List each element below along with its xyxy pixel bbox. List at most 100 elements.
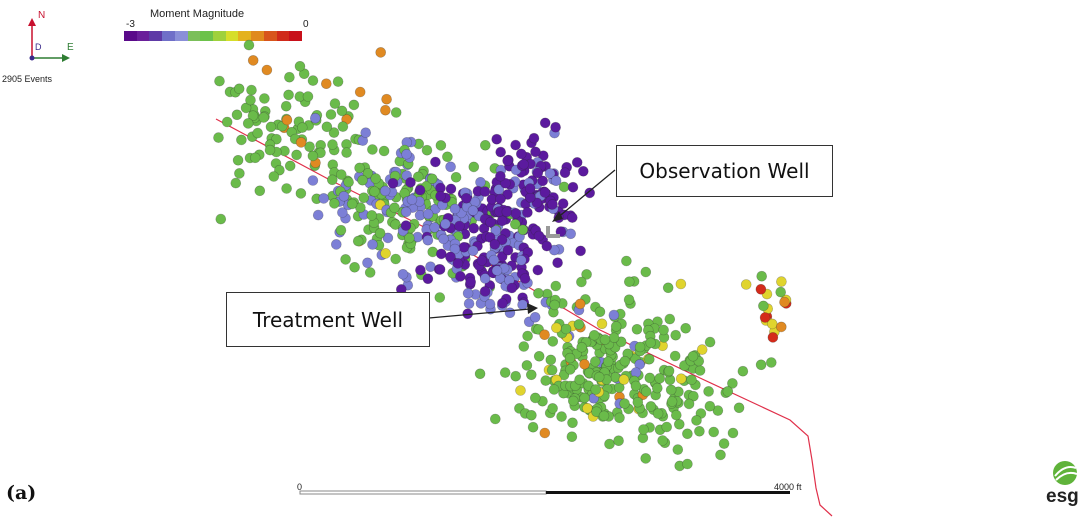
color-scale-swatch <box>225 31 239 41</box>
event-point <box>304 141 315 152</box>
event-point <box>427 246 439 258</box>
event-point <box>510 139 521 151</box>
event-point <box>479 273 491 284</box>
color-scale-swatch <box>251 31 264 41</box>
event-point <box>284 71 295 83</box>
event-point <box>599 334 611 345</box>
event-point <box>325 109 337 120</box>
event-point <box>618 374 630 385</box>
event-point <box>281 183 292 194</box>
event-point <box>540 375 552 386</box>
event-point <box>502 155 513 166</box>
event-point <box>688 390 699 402</box>
event-point <box>366 210 378 221</box>
event-point <box>259 93 270 104</box>
event-point <box>541 240 553 252</box>
event-point <box>634 341 646 353</box>
event-point <box>675 373 687 385</box>
event-point <box>445 251 456 263</box>
event-point <box>502 244 514 256</box>
event-point <box>551 322 562 334</box>
event-point <box>522 330 533 342</box>
event-point <box>307 75 319 86</box>
event-point <box>658 324 669 336</box>
color-scale-swatch <box>238 31 252 41</box>
event-point <box>670 409 682 421</box>
event-point <box>727 378 738 389</box>
event-point <box>666 396 678 407</box>
treatment-arrow <box>428 303 538 319</box>
event-point <box>529 311 541 323</box>
event-point <box>560 323 572 335</box>
event-point <box>527 421 539 433</box>
event-point <box>604 438 615 450</box>
event-point <box>390 253 402 265</box>
event-point <box>242 118 254 129</box>
event-point <box>467 245 479 256</box>
event-point <box>638 424 649 435</box>
event-point <box>375 47 387 58</box>
event-point <box>776 276 787 287</box>
event-point <box>532 167 544 179</box>
event-point <box>500 178 511 189</box>
event-point <box>381 93 392 105</box>
event-point <box>590 384 602 395</box>
event-point <box>389 202 400 214</box>
event-point <box>337 207 348 218</box>
event-point <box>662 282 674 294</box>
event-point <box>669 350 681 362</box>
event-point <box>434 292 446 303</box>
event-point <box>573 319 585 330</box>
event-point <box>426 173 438 185</box>
event-point <box>519 273 531 284</box>
event-point <box>532 264 544 276</box>
event-point <box>682 428 693 440</box>
observation-well-callout: Observation Well <box>616 145 833 197</box>
event-point <box>566 212 578 223</box>
event-point <box>526 409 537 421</box>
event-point <box>596 318 608 330</box>
event-point <box>329 98 341 109</box>
event-point <box>468 161 480 173</box>
scale-bar-start-label: 0 <box>297 482 303 492</box>
color-scale-min: -3 <box>126 19 135 30</box>
event-point <box>250 152 261 164</box>
color-scale-title: Moment Magnitude <box>150 8 245 20</box>
event-point <box>335 169 347 180</box>
event-point <box>320 78 332 89</box>
event-point <box>614 412 625 424</box>
event-point <box>631 323 643 335</box>
observation-well-marker <box>546 226 560 238</box>
event-point <box>537 175 549 187</box>
event-point <box>421 144 433 156</box>
event-point <box>246 84 257 96</box>
event-point <box>521 360 533 371</box>
event-point <box>357 174 368 186</box>
event-point <box>230 177 242 189</box>
event-point <box>779 296 790 308</box>
event-point <box>327 139 338 150</box>
event-point <box>576 276 587 288</box>
event-point <box>283 89 294 101</box>
event-point <box>775 286 787 298</box>
event-point <box>302 91 314 102</box>
event-point <box>544 168 556 179</box>
event-point <box>704 400 716 412</box>
event-point <box>495 146 507 158</box>
event-point <box>415 264 426 276</box>
event-point <box>488 254 500 266</box>
event-point <box>528 132 540 144</box>
color-scale-max: 0 <box>303 19 309 30</box>
color-scale-swatch <box>187 31 201 41</box>
event-point <box>550 175 562 186</box>
event-point <box>564 352 576 364</box>
event-point <box>455 271 466 282</box>
event-point <box>382 232 394 244</box>
esg-logo-text: esg <box>1046 486 1079 507</box>
event-point <box>400 220 412 231</box>
event-point <box>240 102 252 114</box>
event-point <box>435 248 447 260</box>
color-scale-swatch <box>276 31 290 41</box>
event-point <box>379 185 391 197</box>
event-point <box>465 276 477 288</box>
